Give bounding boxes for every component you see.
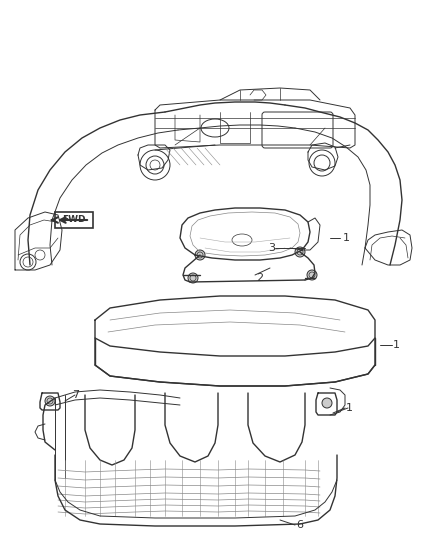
Text: 6: 6	[296, 520, 303, 530]
Text: 1: 1	[393, 340, 400, 350]
Circle shape	[322, 398, 332, 408]
Circle shape	[188, 273, 198, 283]
Circle shape	[307, 270, 317, 280]
Circle shape	[295, 247, 305, 257]
Circle shape	[195, 250, 205, 260]
FancyBboxPatch shape	[55, 212, 93, 228]
Text: FWD: FWD	[62, 215, 86, 224]
Text: 1: 1	[346, 403, 353, 413]
Text: 3: 3	[268, 243, 275, 253]
Circle shape	[45, 396, 55, 406]
Text: 7: 7	[72, 390, 79, 400]
Text: 1: 1	[343, 233, 350, 243]
Text: 2: 2	[256, 273, 263, 283]
